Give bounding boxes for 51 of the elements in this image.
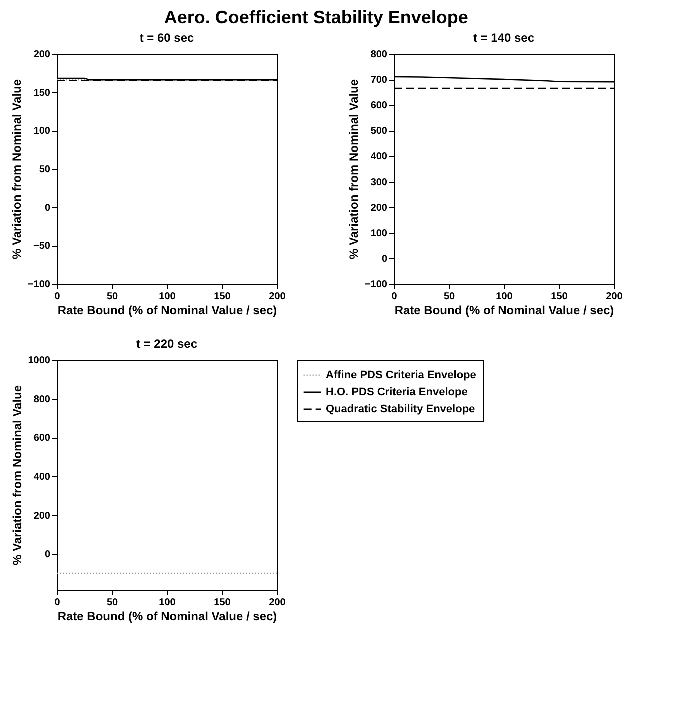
y-tick-label: 800 [34,394,51,406]
x-axis-title: Rate Bound (% of Nominal Value / sec) [394,304,614,318]
y-tick-label: −100 [364,280,388,290]
y-tick-label: 600 [34,433,51,444]
y-tick-label: −100 [28,280,51,290]
y-tick-label: 0 [382,254,388,265]
x-tick-label: 200 [269,292,286,302]
y-tick-label: 400 [370,152,388,163]
y-tick-label: 150 [34,88,51,99]
chart-subtitle: t = 220 sec [136,337,198,351]
x-tick-label: 200 [269,598,286,608]
x-tick-label: 100 [159,292,176,302]
x-tick-label: 50 [106,598,118,608]
y-tick-label: 100 [34,126,51,138]
x-axis-title: Rate Bound (% of Nominal Value / sec) [58,610,278,624]
x-tick-label: 150 [214,292,232,302]
legend-label: Affine PDS Criteria Envelope [326,370,476,382]
y-tick-label: 600 [370,100,388,112]
y-tick-label: 800 [370,50,388,60]
y-tick-label: −50 [34,241,51,252]
x-tick-label: 100 [496,292,514,302]
y-tick-label: 200 [370,202,388,214]
y-tick-label: 500 [370,126,388,138]
x-tick-label: 50 [444,292,456,302]
y-tick-label: 1000 [28,356,51,366]
x-tick-label: 150 [214,598,232,608]
x-tick-label: 0 [54,292,61,302]
y-tick-label: 200 [34,50,51,60]
x-tick-label: 200 [606,292,624,302]
legend-label: Quadratic Stability Envelope [326,404,476,416]
x-tick-label: 50 [106,292,118,302]
y-tick-label: 700 [370,75,388,86]
x-axis-title: Rate Bound (% of Nominal Value / sec) [58,304,278,318]
legend-label: H.O. PDS Criteria Envelope [326,386,468,398]
y-tick-label: 0 [44,550,51,561]
y-tick-label: 400 [34,472,51,483]
text: Aero. Coefficient Stability Envelope [164,8,468,28]
x-tick-label: 0 [54,598,61,608]
x-tick-label: 100 [159,598,176,608]
y-tick-label: 300 [370,177,388,188]
chart-subtitle: t = 140 sec [473,31,535,45]
x-tick-label: 150 [551,292,568,302]
x-tick-label: 0 [392,292,398,302]
y-tick-label: 0 [44,202,51,214]
y-axis-title: % Variation from Nominal Value [10,385,24,566]
y-axis-title: % Variation from Nominal Value [10,79,24,260]
y-tick-label: 200 [34,510,51,522]
chart-subtitle: t = 60 sec [140,31,195,45]
y-tick-label: 100 [370,228,388,240]
y-axis-title: % Variation from Nominal Value [346,79,361,260]
y-tick-label: 50 [39,164,51,176]
